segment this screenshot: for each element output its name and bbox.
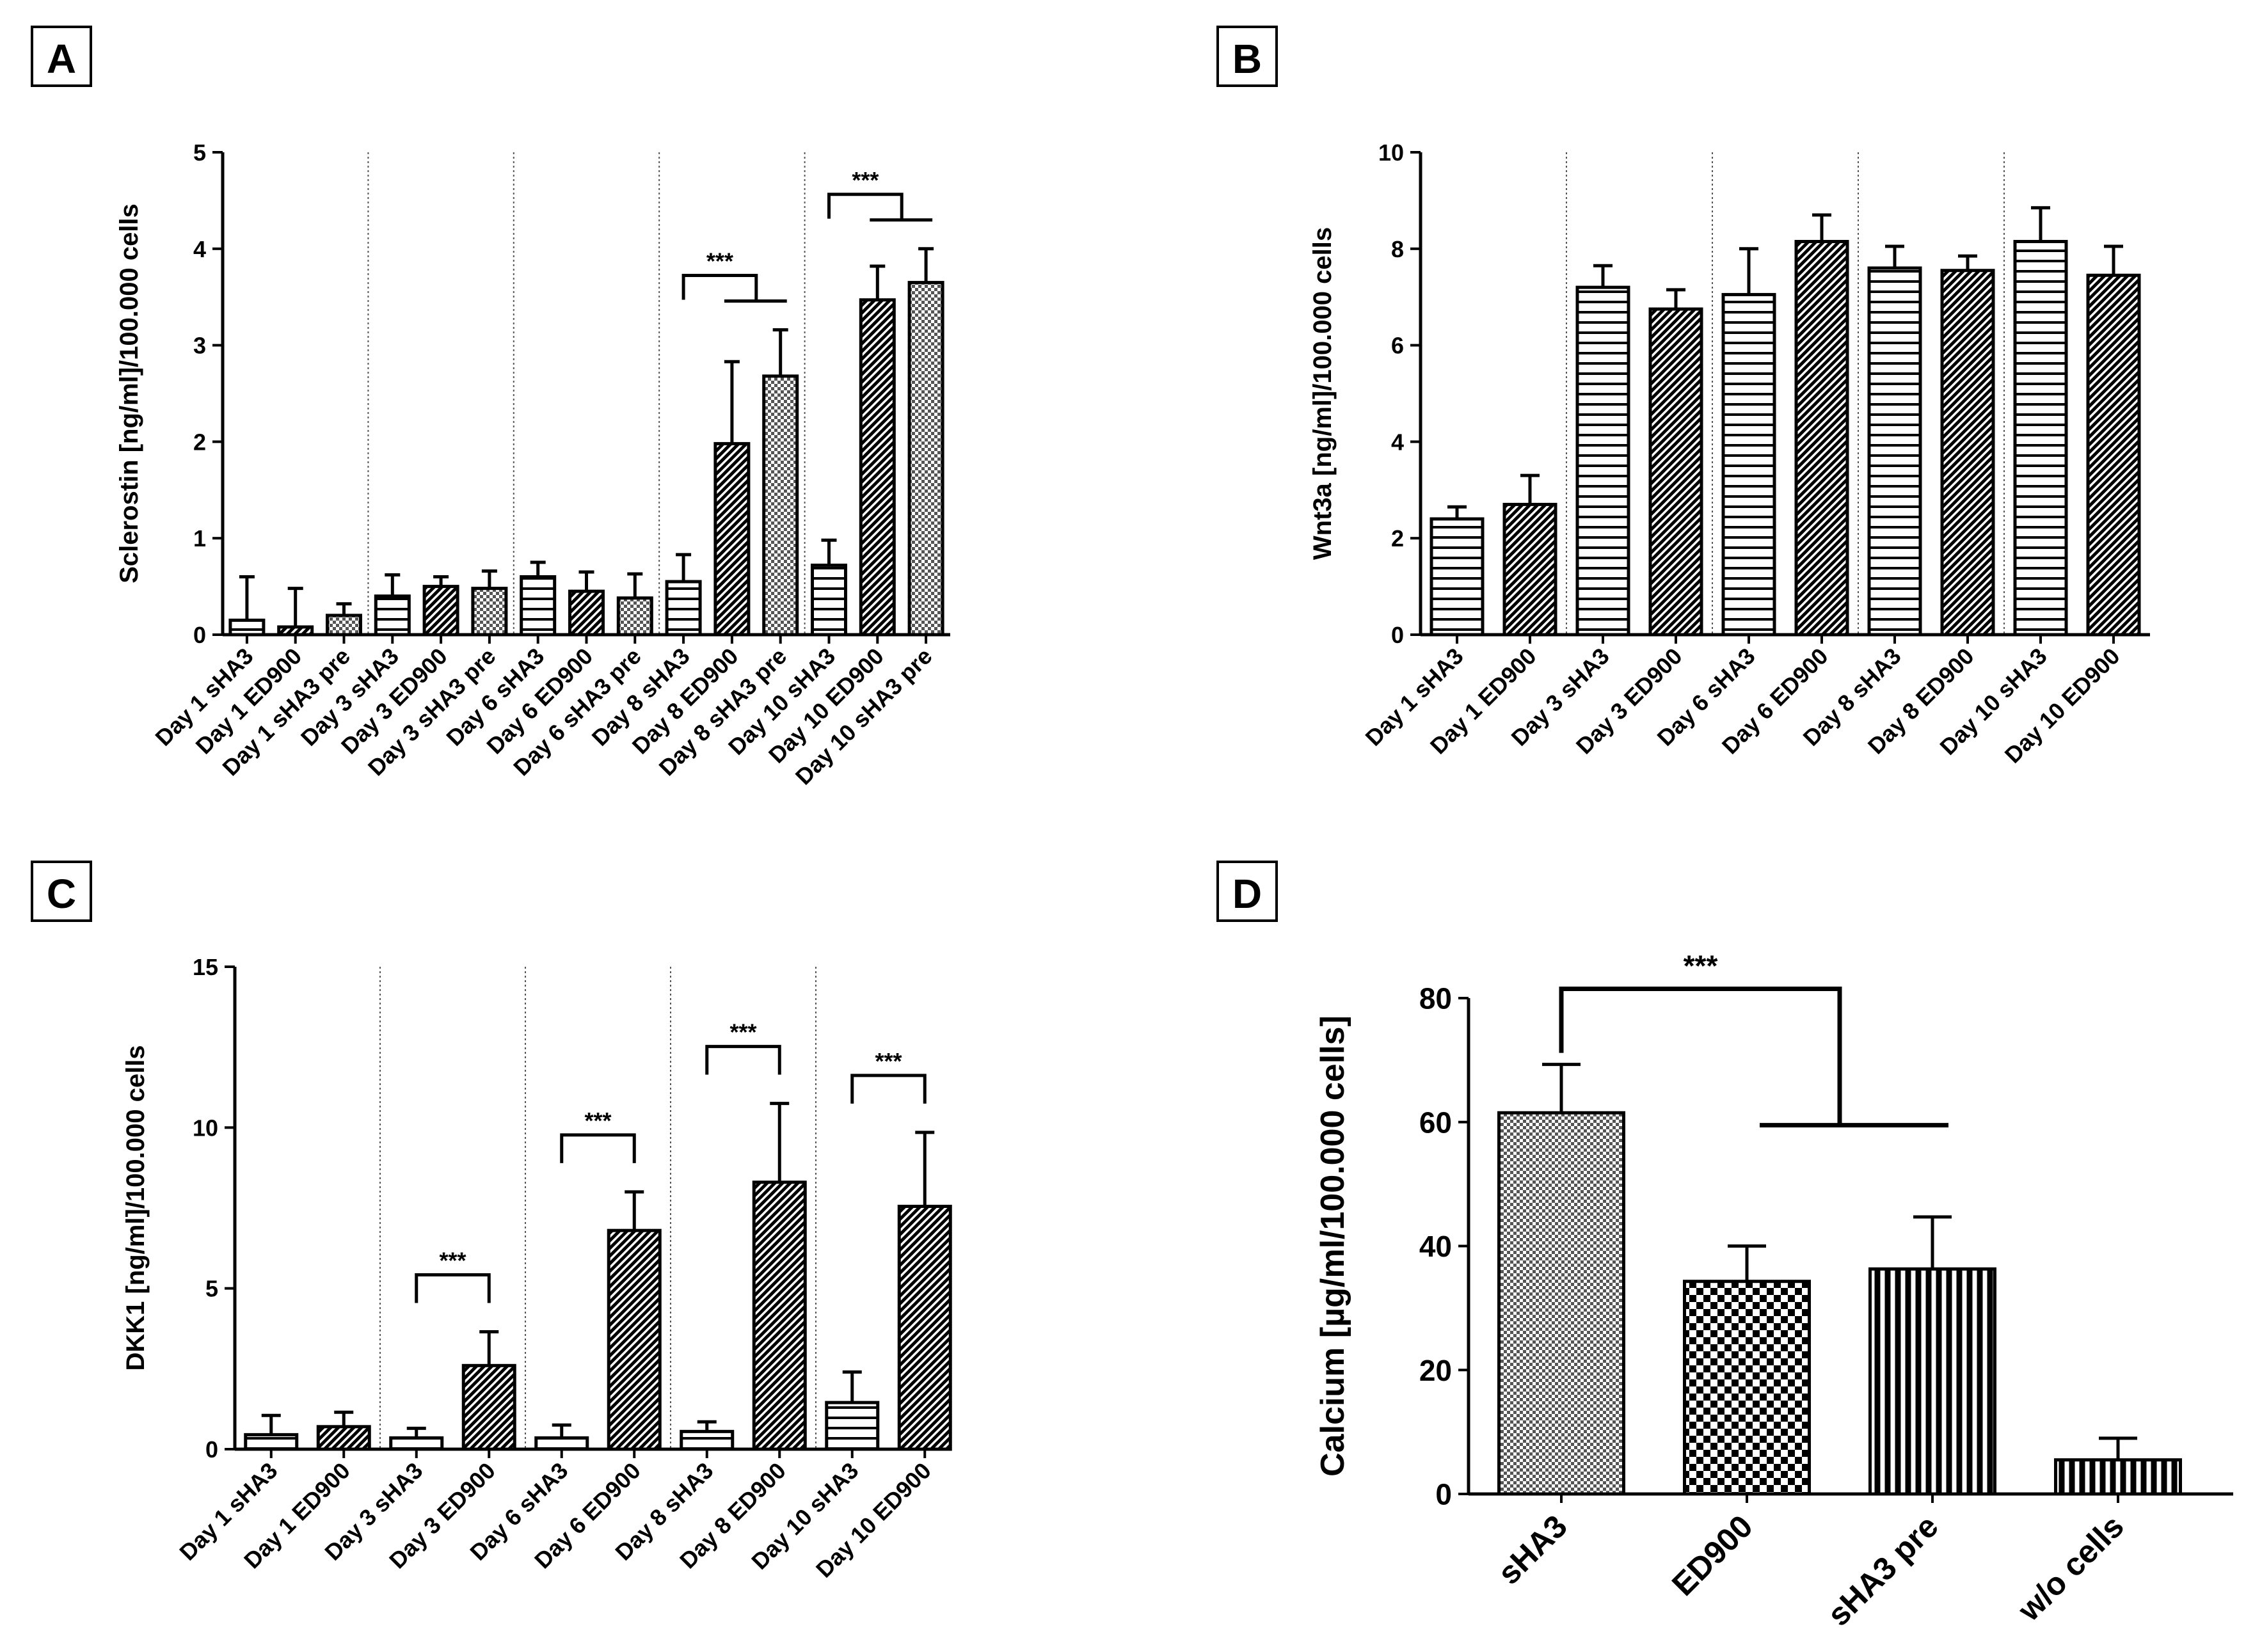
y-tick-label: 3 — [193, 333, 206, 359]
bar — [1940, 269, 1995, 637]
y-axis-label: Sclerostin [ng/ml]/100.000 cells — [115, 203, 143, 584]
panel-letter-box — [1216, 26, 1278, 87]
y-axis-label: Wnt3a [ng/ml]/100.000 cells — [1309, 227, 1337, 560]
bar — [762, 374, 799, 637]
bar — [2086, 273, 2141, 637]
panel-letter: A — [47, 36, 76, 82]
panel-letter-box — [1216, 861, 1278, 922]
panel-letter-box — [31, 861, 92, 922]
bar — [568, 589, 605, 637]
panel-d: D 0 20 40 60 80 sHA3 ED900 sHA3 pre w/o cells Calc… — [1216, 861, 2233, 1633]
x-tick-label: sHA3 pre — [1820, 1508, 1945, 1633]
y-tick-label: 20 — [1419, 1354, 1452, 1387]
significance-bracket: *** — [850, 1048, 927, 1104]
y-tick-label: 0 — [193, 622, 206, 648]
bar — [1794, 239, 1849, 637]
bar — [326, 614, 362, 637]
x-tick-label: w/o cells — [2011, 1508, 2131, 1628]
x-tick-label: sHA3 — [1491, 1508, 1574, 1591]
bar — [907, 281, 944, 637]
significance-label: *** — [875, 1048, 902, 1074]
bar — [1683, 1280, 1811, 1496]
bar — [461, 1363, 516, 1451]
y-tick-label: 15 — [193, 954, 218, 980]
panel-letter: D — [1232, 871, 1262, 917]
bar — [616, 596, 653, 637]
bar — [1430, 517, 1485, 637]
bar — [374, 594, 411, 637]
panel-letter-box — [31, 26, 92, 87]
panel-letter: B — [1232, 36, 1262, 82]
bar — [752, 1180, 807, 1451]
y-tick-label: 8 — [1391, 236, 1404, 262]
y-axis-label: Calcium [µg/ml/100.000 cells] — [1314, 1015, 1351, 1477]
significance-bracket: *** — [681, 248, 787, 303]
significance-bracket: *** — [1559, 949, 1948, 1128]
significance-bracket: *** — [827, 167, 933, 222]
bar — [2013, 239, 2068, 637]
y-axis-label: DKK1 [ng/ml]/100.000 cells — [122, 1045, 150, 1370]
y-tick-label: 10 — [193, 1115, 218, 1141]
bar — [1721, 292, 1776, 637]
bar — [534, 1436, 589, 1451]
bar — [316, 1425, 371, 1451]
bar — [520, 575, 557, 637]
y-tick-label: 0 — [1435, 1478, 1452, 1511]
bar — [897, 1204, 952, 1451]
significance-label: *** — [584, 1108, 611, 1134]
y-tick-label: 5 — [205, 1276, 218, 1302]
bar — [825, 1401, 880, 1451]
y-tick-label: 40 — [1419, 1230, 1452, 1263]
bar — [1648, 307, 1703, 637]
bar — [422, 585, 459, 637]
bar — [680, 1429, 735, 1451]
x-tick-label: ED900 — [1665, 1508, 1760, 1603]
significance-label: *** — [729, 1019, 756, 1045]
y-tick-label: 10 — [1378, 139, 1404, 166]
y-tick-label: 0 — [1391, 622, 1404, 648]
bar — [713, 441, 751, 637]
y-tick-label: 4 — [1391, 429, 1404, 455]
bar — [811, 563, 847, 637]
y-tick-label: 4 — [193, 236, 206, 262]
y-tick-label: 2 — [193, 429, 206, 455]
y-tick-label: 5 — [193, 139, 206, 166]
bar — [1575, 285, 1630, 637]
y-tick-label: 1 — [193, 525, 206, 552]
bar — [607, 1228, 662, 1451]
y-tick-label: 60 — [1419, 1106, 1452, 1139]
bar — [2054, 1458, 2182, 1496]
significance-bracket: *** — [560, 1108, 636, 1163]
y-tick-label: 2 — [1391, 525, 1404, 552]
y-tick-label: 80 — [1419, 982, 1452, 1015]
bar — [1868, 1267, 1996, 1496]
significance-bracket: *** — [705, 1019, 781, 1075]
significance-label: *** — [852, 167, 879, 193]
significance-label: *** — [439, 1248, 466, 1274]
bar — [665, 580, 702, 637]
bar — [471, 587, 508, 637]
significance-label: *** — [706, 248, 733, 274]
bar — [859, 298, 896, 637]
bar — [244, 1433, 299, 1451]
bar — [1867, 266, 1922, 637]
significance-label: *** — [1684, 949, 1718, 982]
significance-bracket: *** — [415, 1248, 491, 1303]
bar — [389, 1436, 444, 1451]
bar — [228, 618, 266, 637]
bar — [1502, 502, 1557, 637]
panel-letter: C — [47, 871, 76, 917]
bar — [1497, 1111, 1625, 1496]
y-tick-label: 6 — [1391, 333, 1404, 359]
y-tick-label: 0 — [205, 1436, 218, 1463]
